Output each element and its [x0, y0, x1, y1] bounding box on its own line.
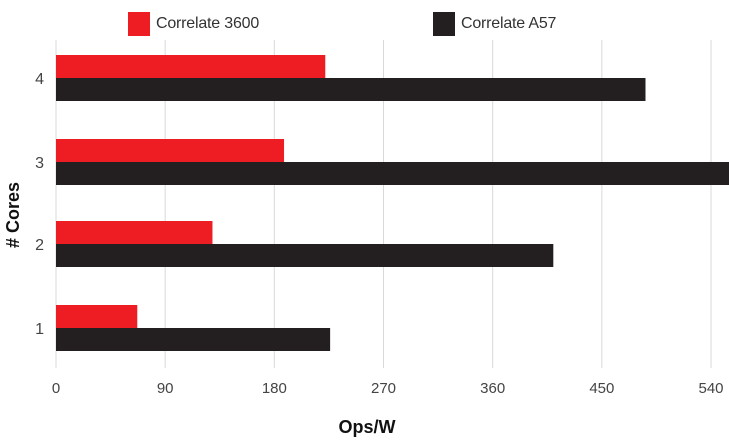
y-axis-title: # Cores	[3, 182, 23, 248]
x-tick-labels: 0 90 180 270 360 450 540	[52, 380, 724, 397]
legend-item-series-1: Correlate 3600	[128, 12, 259, 36]
bar-correlate-3600-cores-4	[56, 55, 326, 78]
x-tick-label: 360	[480, 380, 505, 397]
y-tick-label: 4	[35, 71, 44, 88]
bar-correlate-a57-cores-3	[56, 162, 729, 185]
bar-correlate-3600-cores-2	[56, 221, 213, 244]
x-tick-label: 450	[589, 380, 614, 397]
x-tick-label: 180	[262, 380, 287, 397]
x-tick-label: 270	[371, 380, 396, 397]
x-axis-title: Ops/W	[339, 417, 396, 437]
legend-item-series-2: Correlate A57	[433, 12, 556, 36]
x-tick-label: 0	[52, 380, 60, 397]
x-tick-label: 540	[698, 380, 723, 397]
bar-correlate-a57-cores-4	[56, 78, 646, 101]
legend-label-series-2: Correlate A57	[461, 15, 557, 32]
bar-correlate-a57-cores-2	[56, 244, 554, 267]
x-tick-label: 90	[157, 380, 174, 397]
bar-correlate-a57-cores-1	[56, 328, 331, 351]
legend-swatch-series-1	[128, 12, 150, 36]
legend-swatch-series-2	[433, 12, 455, 36]
y-tick-label: 1	[35, 321, 44, 338]
y-tick-label: 3	[35, 155, 44, 172]
bar-correlate-3600-cores-3	[56, 139, 285, 162]
y-tick-labels: 4 3 2 1	[35, 71, 44, 338]
bars	[56, 55, 729, 351]
bar-correlate-3600-cores-1	[56, 305, 138, 328]
legend-label-series-1: Correlate 3600	[156, 15, 260, 32]
y-tick-label: 2	[35, 237, 44, 254]
